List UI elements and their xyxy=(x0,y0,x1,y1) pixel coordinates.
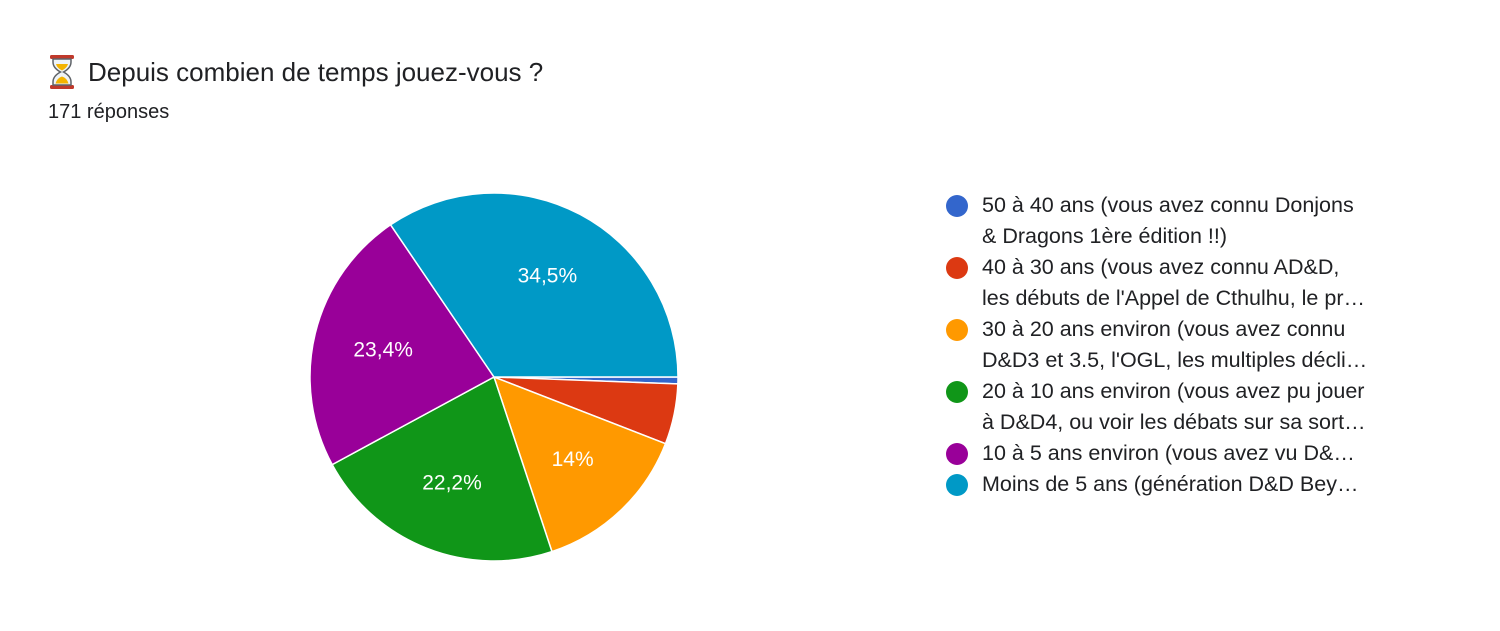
legend-item[interactable]: 40 à 30 ans (vous avez connu AD&D, les d… xyxy=(946,252,1446,314)
chart-title: Depuis combien de temps jouez-vous ? xyxy=(88,56,544,87)
legend-label: 20 à 10 ans environ (vous avez pu jouer … xyxy=(982,379,1366,434)
pie-slice[interactable] xyxy=(309,223,496,466)
slice-data-label: 22,2% xyxy=(422,472,482,495)
legend-label: 30 à 20 ans environ (vous avez connu D&D… xyxy=(982,317,1368,372)
pie-slice[interactable] xyxy=(492,375,667,553)
legend-label: 50 à 40 ans (vous avez connu Donjons & D… xyxy=(982,193,1354,248)
legend-item[interactable]: 20 à 10 ans environ (vous avez pu jouer … xyxy=(946,376,1446,438)
legend-swatch xyxy=(946,443,968,465)
legend-swatch xyxy=(946,195,968,217)
legend-swatch xyxy=(946,474,968,496)
legend-swatch xyxy=(946,381,968,403)
slice-data-label: 14% xyxy=(552,448,594,471)
legend-item[interactable]: 50 à 40 ans (vous avez connu Donjons & D… xyxy=(946,190,1446,252)
slice-data-label: 23,4% xyxy=(353,339,413,362)
legend-label: Moins de 5 ans (génération D&D Bey… xyxy=(982,472,1359,496)
legend-swatch xyxy=(946,257,968,279)
legend-item[interactable]: 30 à 20 ans environ (vous avez connu D&D… xyxy=(946,314,1446,376)
legend-label: 10 à 5 ans environ (vous avez vu D&… xyxy=(982,441,1355,465)
response-count: 171 réponses xyxy=(48,101,170,123)
pie-slice[interactable] xyxy=(331,375,553,562)
chart-legend: 50 à 40 ans (vous avez connu Donjons & D… xyxy=(946,190,1446,500)
legend-item[interactable]: 10 à 5 ans environ (vous avez vu D&… xyxy=(946,438,1446,469)
pie-slice[interactable] xyxy=(389,192,679,378)
legend-item[interactable]: Moins de 5 ans (génération D&D Bey… xyxy=(946,469,1446,500)
chart-header: Depuis combien de temps jouez-vous ? xyxy=(48,52,543,92)
legend-label: 40 à 30 ans (vous avez connu AD&D, les d… xyxy=(982,255,1365,310)
legend-swatch xyxy=(946,319,968,341)
hourglass-icon xyxy=(50,55,74,89)
slice-data-label: 34,5% xyxy=(518,265,578,288)
